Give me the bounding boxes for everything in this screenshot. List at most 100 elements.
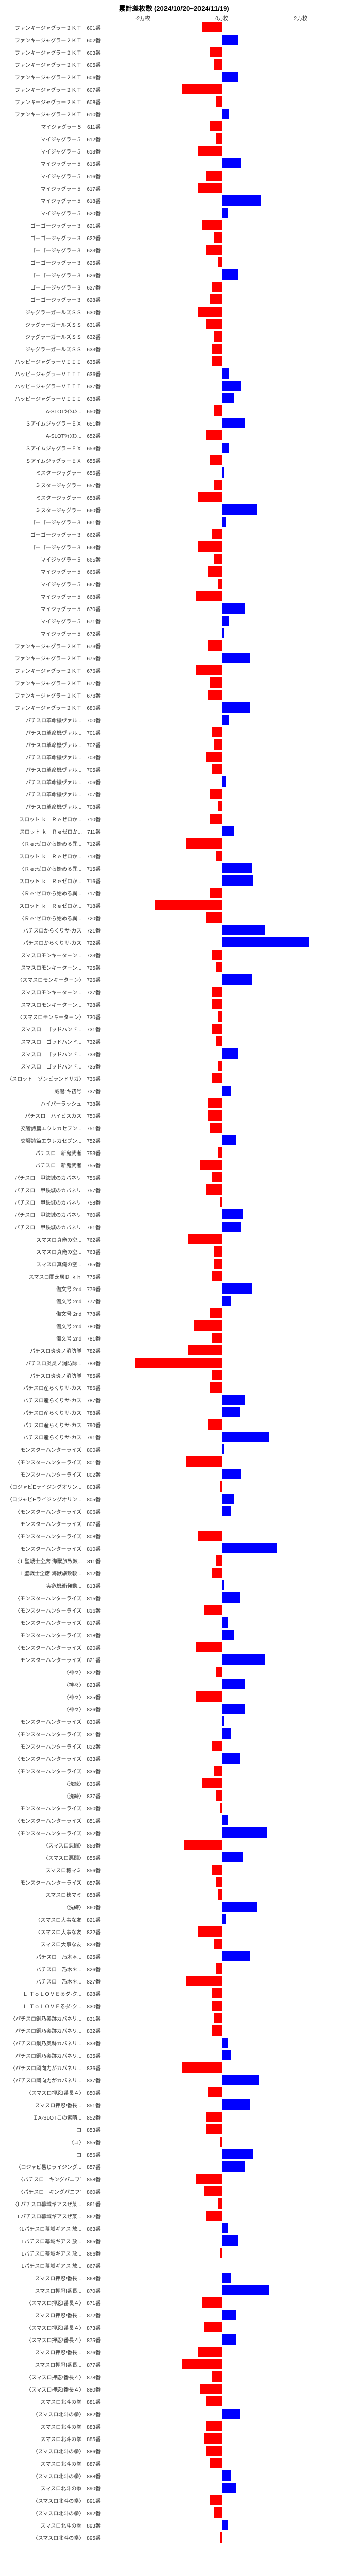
row-label: マイジャグラー５ 620番 <box>0 209 103 217</box>
chart-row: パチスロ産らくりサ-カス 791番 <box>103 1431 340 1443</box>
bar <box>218 1147 222 1158</box>
row-label: 〈Ｌ聖戦士全席 海獣旅致較... 811番 <box>0 1557 103 1565</box>
chart-row: スロット ｋ Ｒｅゼロか... 711番 <box>103 825 340 837</box>
row-label: マイジャグラー５ 616番 <box>0 172 103 180</box>
bar <box>206 2112 222 2122</box>
bar <box>222 628 224 638</box>
chart-row: モンスターハンターライズ 817番 <box>103 1616 340 1629</box>
row-label: マイジャグラー５ 613番 <box>0 147 103 155</box>
bar <box>220 1803 222 1813</box>
chart-row: スロット ｋ Ｒｅゼロか... 716番 <box>103 874 340 887</box>
bar <box>198 307 222 317</box>
row-label: 〈神々〉 822番 <box>0 1668 103 1676</box>
row-label: スロット ｋ Ｒｅゼロか... 713番 <box>0 852 103 860</box>
chart-row: ゴーゴージャグラー３ 626番 <box>103 268 340 281</box>
bar <box>216 962 222 972</box>
bar <box>214 1939 222 1949</box>
row-label: 〈Lパチスロ幕域ギアスぜ某... 861番 <box>0 2200 103 2208</box>
bar <box>212 1172 222 1182</box>
bar <box>222 1704 245 1714</box>
x-tick-label: 2万枚 <box>294 14 308 22</box>
row-label: パチスロ産らくりサ-カス 791番 <box>0 1433 103 1441</box>
bar <box>222 1580 224 1590</box>
bar <box>212 999 222 1009</box>
bar <box>222 653 250 663</box>
row-label: パチスロ 甲鉄城のカバネリ 760番 <box>0 1211 103 1218</box>
bar <box>210 2495 222 2505</box>
row-label: 〈Ｒｅ:ゼロから始める異... 717番 <box>0 889 103 897</box>
chart-row: パチスロ産らくりサ-カス 787番 <box>103 1394 340 1406</box>
bar <box>222 1592 240 1603</box>
bar <box>182 2359 222 2369</box>
chart-row: モンスターハンターライズ 800番 <box>103 1443 340 1455</box>
bar <box>220 2248 222 2258</box>
row-label: 〈Ｒｅ:ゼロから始める異... 712番 <box>0 840 103 848</box>
bar <box>214 1766 222 1776</box>
bar <box>208 690 222 700</box>
row-label: スロット ｋ Ｒｅゼロか... 716番 <box>0 877 103 885</box>
row-label: A-SLOTﾂｲﾝｴﾝ... 652番 <box>0 432 103 439</box>
chart-row: ファンキージャグラー２ＫＴ 602番 <box>103 33 340 46</box>
bar <box>216 1036 222 1046</box>
row-label: パチスロ炎炎ノ消防隊 785番 <box>0 1371 103 1379</box>
row-label: ゴーゴージャグラー３ 661番 <box>0 518 103 526</box>
row-label: 〈スマスロ押忍!番長４〉 880番 <box>0 2385 103 2393</box>
row-label: ファンキージャグラー２ＫＴ 678番 <box>0 691 103 699</box>
chart-row: ミスタージャグラー 660番 <box>103 503 340 516</box>
row-label: 〈Ｒｅ:ゼロから始める異... 715番 <box>0 865 103 872</box>
chart-title: 累計差枚数 (2024/10/20~2024/11/19) <box>0 0 348 14</box>
row-label: 〈Ｒｅ:ゼロから始める異... 720番 <box>0 914 103 922</box>
row-label: 〈スマスロモンキータ－ン〉 726番 <box>0 976 103 984</box>
bar <box>216 1667 222 1677</box>
bar <box>210 789 222 799</box>
bar <box>212 1988 222 1998</box>
chart-row: 〈モンスターハンターライズ 815番 <box>103 1591 340 1604</box>
chart-row: スマスロ北斗の拳 890番 <box>103 2482 340 2494</box>
row-label: 傷文号 2nd 778番 <box>0 1310 103 1317</box>
chart-row: パチスロからくりサ-カス 722番 <box>103 936 340 948</box>
chart-row: 実危機衝発動... 813番 <box>103 1579 340 1591</box>
bar <box>222 158 241 168</box>
bar <box>222 35 238 45</box>
bar <box>212 2001 222 2011</box>
row-label: Ｌ ＴｏＬＯＶＥるダ-ク... 828番 <box>0 1990 103 1997</box>
row-label: パチスロ革命機ヴァル... 700番 <box>0 716 103 724</box>
row-label: ファンキージャグラー２ＫＴ 602番 <box>0 36 103 44</box>
bar <box>214 554 222 564</box>
row-label: モンスターハンターライズ 802番 <box>0 1470 103 1478</box>
row-label: スマスロモンキータ－ン... 723番 <box>0 951 103 959</box>
bar <box>196 1642 222 1652</box>
row-label: スマスロ穂マミ 858番 <box>0 1891 103 1899</box>
row-label: 傷文号 2nd 776番 <box>0 1285 103 1293</box>
bar <box>202 22 222 32</box>
chart-row: マイジャグラー５ 672番 <box>103 627 340 639</box>
row-label: 〈神々〉 826番 <box>0 1705 103 1713</box>
bar <box>222 1395 245 1405</box>
row-label: ファンキージャグラー２ＫＴ 675番 <box>0 654 103 662</box>
chart-row: 傷文号 2nd 777番 <box>103 1295 340 1307</box>
bar <box>218 257 222 267</box>
row-label: ゴーゴージャグラー３ 625番 <box>0 259 103 266</box>
bar <box>222 2483 236 2493</box>
bar <box>222 1679 245 1689</box>
row-label: 〈スマスロ北斗の拳〉 892番 <box>0 2509 103 2517</box>
bar <box>222 443 229 453</box>
bar <box>222 1432 269 1442</box>
row-label: ファンキージャグラー２ＫＴ 677番 <box>0 679 103 687</box>
row-label: ゴーゴージャグラー３ 662番 <box>0 531 103 538</box>
bar <box>212 727 222 737</box>
chart-row: モンスターハンターライズ 810番 <box>103 1542 340 1554</box>
bar <box>182 84 222 94</box>
bar <box>212 344 222 354</box>
row-label: パチスロ鋼乃奥跡カバネリ... 832番 <box>0 2027 103 2035</box>
row-label: Lパチスロ幕域ギアス 放... 867番 <box>0 2262 103 2269</box>
row-label: ハッピージャグラーＶＩＩＩ 638番 <box>0 395 103 402</box>
bar <box>222 2285 269 2295</box>
bar <box>210 1308 222 1318</box>
row-label: ゴーゴージャグラー３ 627番 <box>0 283 103 291</box>
bar <box>222 776 226 787</box>
bar <box>210 455 222 465</box>
bar <box>214 405 222 416</box>
row-label: 〈ロジャビEライジングオリン... 805番 <box>0 1495 103 1503</box>
chart-row: ゴーゴージャグラー３ 661番 <box>103 516 340 528</box>
